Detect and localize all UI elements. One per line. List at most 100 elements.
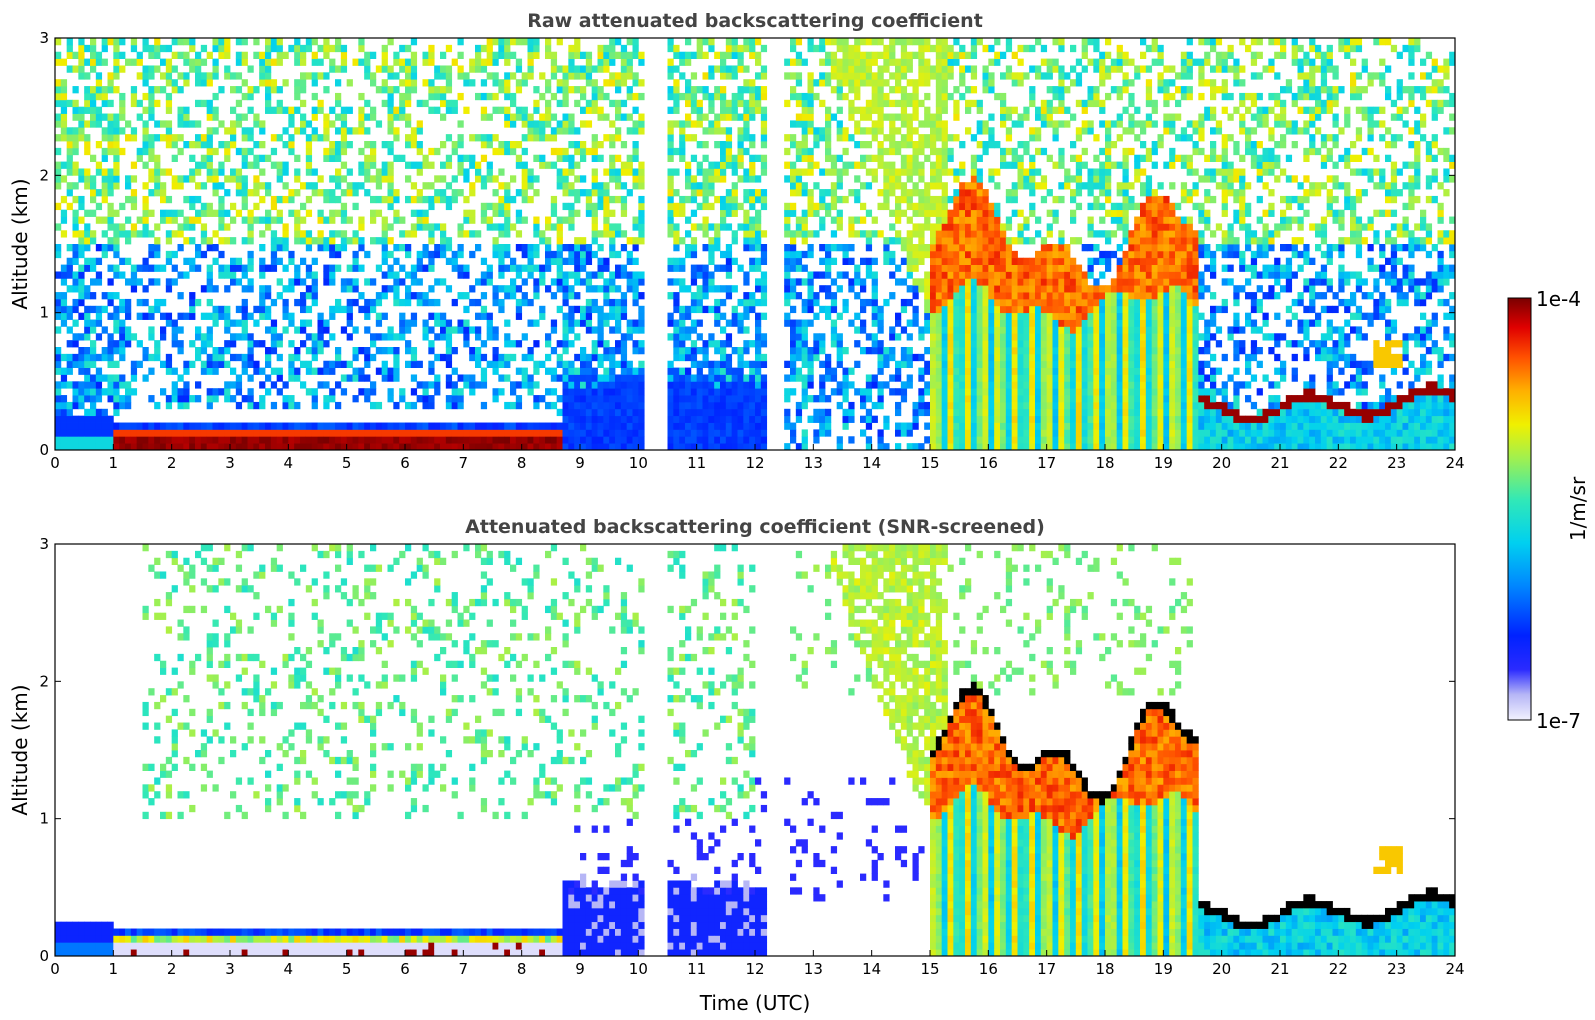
heatmap-cell <box>941 79 948 87</box>
heatmap-cell <box>801 216 808 224</box>
heatmap-cell <box>626 257 633 265</box>
heatmap-cell <box>107 202 114 211</box>
heatmap-cell <box>795 154 803 162</box>
heatmap-cell <box>218 202 225 211</box>
heatmap-cell <box>72 271 79 279</box>
heatmap-cell <box>597 92 604 101</box>
heatmap-cell <box>457 168 464 176</box>
heatmap-cell <box>813 340 820 348</box>
heatmap-cell <box>95 189 103 197</box>
heatmap-cell <box>288 285 295 293</box>
heatmap-cell <box>212 127 219 135</box>
heatmap-cell <box>673 367 680 375</box>
heatmap-cell <box>370 298 377 307</box>
heatmap-cell <box>638 120 645 128</box>
heatmap-cell <box>895 408 902 417</box>
heatmap-cell <box>585 195 593 204</box>
heatmap-cell <box>416 120 423 128</box>
heatmap-cell <box>533 395 540 403</box>
heatmap-cell <box>457 436 464 444</box>
heatmap-cell <box>195 264 202 272</box>
heatmap-cell <box>807 86 814 94</box>
heatmap-cell <box>451 106 458 114</box>
heatmap-cell <box>626 168 633 176</box>
heatmap-cell <box>276 58 283 66</box>
heatmap-cell <box>154 120 161 128</box>
heatmap-cell <box>90 415 97 423</box>
heatmap-cell <box>953 51 960 59</box>
heatmap-cell <box>860 58 867 66</box>
heatmap-cell <box>609 374 616 382</box>
heatmap-cell <box>270 230 278 238</box>
heatmap-cell <box>889 257 896 265</box>
heatmap-cell <box>55 92 62 101</box>
heatmap-cell <box>165 230 173 238</box>
heatmap-cell <box>848 44 855 53</box>
heatmap-cell <box>381 422 388 430</box>
heatmap-cell <box>860 305 867 314</box>
heatmap-cell <box>731 230 738 238</box>
heatmap-cell <box>673 395 680 403</box>
heatmap-cell <box>428 230 435 238</box>
heatmap-cell <box>871 312 878 320</box>
heatmap-cell <box>235 436 243 444</box>
heatmap-cell <box>877 360 884 368</box>
heatmap-cell <box>165 79 173 87</box>
heatmap-cell <box>667 44 674 53</box>
heatmap-cell <box>305 44 313 53</box>
heatmap-cell <box>865 72 873 80</box>
heatmap-cell <box>504 58 511 66</box>
heatmap-cell <box>854 51 861 59</box>
heatmap-cell <box>591 395 598 403</box>
heatmap-cell <box>690 305 698 314</box>
heatmap-cell <box>708 381 715 389</box>
heatmap-cell <box>241 134 248 142</box>
heatmap-cell <box>737 395 744 403</box>
heatmap-cell <box>941 72 948 80</box>
heatmap-cell <box>725 415 733 423</box>
heatmap-cell <box>78 333 85 341</box>
heatmap-cell <box>480 436 488 444</box>
heatmap-cell <box>743 99 750 108</box>
heatmap-cell <box>790 422 797 430</box>
heatmap-cell <box>288 429 295 437</box>
heatmap-cell <box>375 347 383 355</box>
heatmap-cell <box>819 244 826 252</box>
heatmap-cell <box>276 209 283 217</box>
heatmap-cell <box>84 312 91 320</box>
heatmap-cell <box>615 319 622 327</box>
heatmap-cell <box>930 195 937 204</box>
heatmap-cell <box>737 347 744 355</box>
heatmap-cell <box>183 216 190 224</box>
heatmap-cell <box>696 374 703 382</box>
heatmap-cell <box>959 422 966 430</box>
heatmap-cell <box>305 388 313 396</box>
heatmap-cell <box>865 388 873 396</box>
heatmap-cell <box>696 99 703 108</box>
heatmap-cell <box>235 319 243 327</box>
heatmap-cell <box>276 367 283 375</box>
heatmap-cell <box>335 305 342 314</box>
heatmap-cell <box>113 209 120 217</box>
heatmap-cell <box>819 388 826 396</box>
heatmap-cell <box>527 353 534 362</box>
heatmap-cell <box>685 422 692 430</box>
heatmap-cell <box>160 120 167 128</box>
heatmap-cell <box>136 443 143 450</box>
heatmap-cell <box>241 38 248 46</box>
heatmap-cell <box>340 216 348 224</box>
heatmap-cell <box>84 106 91 114</box>
heatmap-cell <box>638 161 645 169</box>
heatmap-cell <box>749 374 756 382</box>
heatmap-cell <box>690 388 698 396</box>
heatmap-cell <box>714 175 721 183</box>
heatmap-cell <box>358 436 365 444</box>
heatmap-cell <box>708 257 715 265</box>
heatmap-cell <box>755 347 762 355</box>
heatmap-cell <box>912 99 919 108</box>
heatmap-cell <box>393 86 400 94</box>
heatmap-cell <box>743 395 750 403</box>
heatmap-cell <box>941 298 948 307</box>
heatmap-cell <box>235 401 243 410</box>
heatmap-cell <box>667 134 674 142</box>
